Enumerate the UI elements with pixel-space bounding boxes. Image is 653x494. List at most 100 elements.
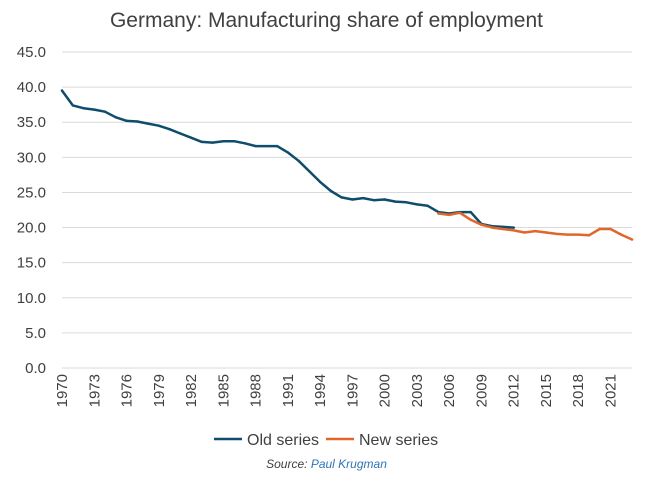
legend-label-new-series: New series (359, 432, 438, 449)
x-tick-label: 1991 (280, 374, 297, 407)
y-tick-label: 45.0 (17, 44, 46, 61)
data-point (318, 180, 322, 184)
data-point (308, 170, 311, 173)
data-point (534, 229, 537, 233)
data-point (297, 159, 300, 162)
data-point (383, 198, 386, 201)
data-point (426, 204, 429, 207)
legend: Old series New series (214, 432, 438, 449)
data-point (340, 196, 343, 199)
data-point (620, 233, 623, 236)
data-point (189, 136, 193, 139)
x-tick-label: 1985 (215, 374, 232, 407)
y-tick-label: 40.0 (17, 79, 46, 96)
x-tick-label: 2009 (473, 374, 490, 407)
x-tick-label: 2015 (538, 374, 555, 407)
data-point (103, 110, 107, 113)
data-point (254, 144, 257, 148)
y-tick-label: 0.0 (25, 360, 46, 377)
data-point (275, 144, 279, 148)
x-tick-label: 2000 (377, 374, 394, 407)
data-point (480, 223, 483, 226)
data-point (265, 144, 268, 148)
x-tick-label: 1982 (183, 374, 200, 407)
data-point (469, 210, 472, 214)
data-point (469, 218, 472, 221)
x-tick-label: 1976 (119, 374, 136, 407)
data-point (372, 199, 376, 202)
data-point (491, 226, 494, 229)
data-point (598, 227, 601, 231)
x-tick-label: 1988 (248, 374, 265, 407)
x-tick-label: 1994 (312, 374, 329, 407)
data-point (566, 233, 569, 236)
x-tick-label: 2006 (441, 374, 458, 407)
data-point (71, 104, 75, 107)
data-point (501, 227, 505, 231)
data-point (93, 108, 96, 111)
data-point (512, 226, 515, 229)
x-tick-label: 1973 (86, 374, 103, 407)
source-note: Source: Paul Krugman (266, 457, 387, 471)
y-tick-label: 30.0 (17, 149, 46, 166)
plot-area (60, 89, 634, 241)
data-point (125, 119, 128, 123)
data-point (458, 211, 462, 214)
y-axis: 0.0 5.0 10.0 15.0 20.0 25.0 30.0 35.0 40.0 45.0 (17, 44, 46, 377)
y-tick-label: 35.0 (17, 114, 46, 131)
data-point (157, 124, 160, 127)
x-tick-label: 1979 (151, 374, 168, 407)
data-point (577, 233, 580, 236)
data-point (555, 232, 558, 236)
data-point (243, 142, 246, 145)
data-point (587, 234, 591, 237)
data-point (512, 229, 515, 232)
data-point (361, 196, 365, 200)
data-point (329, 189, 333, 193)
x-tick-label: 2018 (570, 374, 587, 407)
data-point (394, 200, 397, 203)
x-tick-label: 1970 (54, 374, 71, 407)
data-point (544, 231, 548, 234)
data-point (168, 128, 171, 131)
data-point (609, 227, 612, 231)
data-point (222, 140, 225, 143)
data-point (136, 120, 139, 123)
data-point (211, 141, 214, 144)
data-point (351, 198, 354, 201)
data-point (82, 107, 85, 110)
x-tick-label: 2003 (409, 374, 426, 407)
source-author-link[interactable]: Paul Krugman (311, 457, 387, 471)
x-tick-label: 2021 (602, 374, 619, 407)
data-point (114, 116, 118, 119)
y-tick-label: 5.0 (25, 325, 46, 342)
y-tick-label: 10.0 (17, 290, 46, 307)
data-point (286, 151, 289, 154)
data-point (523, 231, 526, 234)
data-point (179, 132, 182, 135)
data-point (60, 89, 64, 92)
data-point (200, 140, 203, 144)
data-point (501, 225, 505, 229)
data-point (437, 212, 440, 215)
source-prefix: Source: (266, 457, 311, 471)
y-tick-label: 20.0 (17, 220, 46, 237)
gridlines (62, 51, 632, 369)
y-tick-label: 15.0 (17, 255, 46, 272)
data-point (630, 238, 634, 241)
y-tick-label: 25.0 (17, 184, 46, 201)
data-point (448, 213, 451, 217)
data-point (146, 122, 150, 125)
series-line-new-series (437, 211, 634, 241)
series-line-old-series (60, 89, 515, 229)
x-tick-label: 2012 (506, 374, 523, 407)
x-tick-label: 1997 (344, 374, 361, 407)
x-axis: 1970 1973 1976 1979 1982 1985 1988 1991 1994 1997… (54, 374, 619, 407)
legend-label-old-series: Old series (247, 432, 319, 449)
data-point (232, 140, 236, 143)
data-point (405, 201, 408, 204)
data-point (415, 203, 419, 206)
chart-title: Germany: Manufacturing share of employme… (110, 9, 543, 32)
